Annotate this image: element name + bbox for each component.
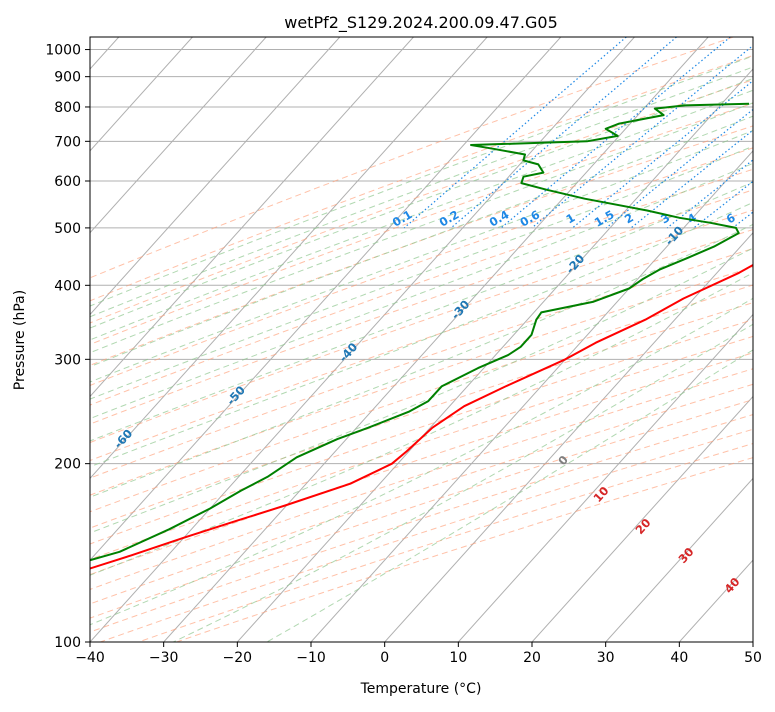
dry-adiabat (0, 37, 775, 642)
isotherm-label: -30 (448, 297, 472, 322)
dry-adiabat (0, 37, 775, 642)
dry-adiabat (0, 37, 775, 642)
mixing-ratio-label: 10 (772, 208, 775, 228)
dry-adiabat (0, 37, 775, 642)
moist-adiabat (0, 37, 775, 642)
moist-adiabat (0, 37, 775, 642)
y-tick-label: 600 (54, 174, 81, 190)
moist-adiabat (0, 37, 775, 642)
x-axis-ticks: −40 −30 −20 −10 0 10 20 30 40 50 (75, 642, 762, 666)
mixing-ratio-line (606, 37, 775, 228)
dry-adiabat (0, 37, 775, 642)
isotherm-line (0, 37, 266, 642)
mixing-ratio-label: 0.4 (487, 207, 512, 229)
temperature-profile (0, 104, 775, 642)
moist-adiabat (0, 37, 775, 642)
x-tick-label: 20 (523, 650, 541, 666)
x-tick-label: −20 (223, 650, 253, 666)
dry-adiabat (0, 37, 775, 642)
dry-adiabat (62, 37, 775, 642)
isotherm-label: -20 (563, 252, 587, 277)
isotherm-line (311, 37, 775, 642)
x-tick-label: 10 (449, 650, 467, 666)
dry-adiabat (0, 37, 775, 642)
mixing-ratio-line (451, 37, 676, 228)
dry-adiabat (24, 37, 775, 642)
y-tick-label: 700 (54, 134, 81, 150)
moist-adiabat (0, 37, 775, 642)
moist-adiabat (267, 37, 775, 642)
x-tick-label: −10 (296, 650, 326, 666)
moist-adiabat (48, 37, 775, 642)
isotherm-line (90, 37, 635, 642)
isotherm-label: -50 (224, 383, 248, 408)
mixing-ratio-label: 6 (724, 210, 738, 226)
isotherm-label: -60 (111, 426, 135, 451)
y-axis-ticks: 100 200 300 400 500 600 700 800 900 1000 (45, 43, 90, 651)
isotherm-label: -10 (662, 223, 686, 248)
x-tick-label: 40 (670, 650, 688, 666)
mixing-ratio-label: 8 (752, 210, 766, 226)
dry-adiabat (0, 37, 775, 642)
dry-adiabat (0, 37, 775, 642)
background-lines (0, 37, 775, 642)
moist-adiabat-label: 30 (675, 545, 696, 566)
moist-adiabat-label: 0 (555, 453, 571, 468)
isotherm-line (164, 37, 709, 642)
moist-adiabat (0, 37, 775, 642)
y-tick-label: 400 (54, 278, 81, 294)
mixing-ratio-line (761, 37, 775, 228)
y-tick-label: 500 (54, 221, 81, 237)
y-axis-label: Pressure (hPa) (12, 290, 28, 390)
dry-adiabat (0, 37, 775, 642)
moist-adiabat-label: 40 (721, 575, 742, 596)
mixing-ratio-line (733, 37, 775, 228)
dry-adiabat (0, 37, 775, 642)
y-tick-label: 200 (54, 457, 81, 473)
dry-adiabat (100, 37, 775, 642)
mixing-ratio-line (532, 37, 764, 228)
dry-adiabat (0, 37, 775, 642)
isotherm-label: -70 (0, 469, 24, 494)
y-tick-label: 100 (54, 635, 81, 651)
x-tick-label: 50 (744, 650, 762, 666)
mixing-ratio-line (667, 37, 775, 228)
dry-adiabat (0, 37, 775, 642)
mixing-ratio-label: 0.2 (437, 207, 462, 229)
chart-title: wetPf2_S129.2024.200.09.47.G05 (284, 13, 558, 33)
moist-adiabat (0, 37, 775, 642)
dry-adiabat (0, 37, 775, 642)
dry-adiabat (0, 37, 775, 642)
dry-adiabat (0, 37, 775, 642)
mixing-ratio-label: 1.5 (592, 207, 617, 229)
profiles (0, 104, 775, 642)
x-tick-label: −40 (75, 650, 105, 666)
x-axis-label: Temperature (°C) (360, 681, 482, 697)
isotherm-line (0, 37, 193, 642)
y-tick-label: 800 (54, 100, 81, 116)
moist-adiabat (0, 37, 775, 642)
moist-adiabat (0, 37, 775, 642)
mixing-ratio-label: 1 (564, 210, 578, 226)
mixing-ratio-label: 2 (622, 210, 636, 226)
x-tick-label: −30 (149, 650, 179, 666)
moist-adiabat (0, 37, 775, 642)
dry-adiabat (0, 37, 775, 642)
x-tick-label: 0 (380, 650, 389, 666)
x-tick-label: 30 (597, 650, 615, 666)
y-tick-label: 1000 (45, 43, 81, 59)
moist-adiabat-label: 20 (632, 516, 653, 537)
isotherm-line (16, 37, 561, 642)
moist-adiabat (0, 37, 775, 642)
y-tick-label: 300 (54, 352, 81, 368)
isotherm-line (753, 37, 775, 642)
isotherm-line (0, 37, 414, 642)
moist-adiabat (0, 37, 775, 642)
y-tick-label: 900 (54, 70, 81, 86)
isotherm-line (385, 37, 775, 642)
moist-adiabat (0, 37, 775, 642)
dry-adiabat (0, 37, 775, 642)
